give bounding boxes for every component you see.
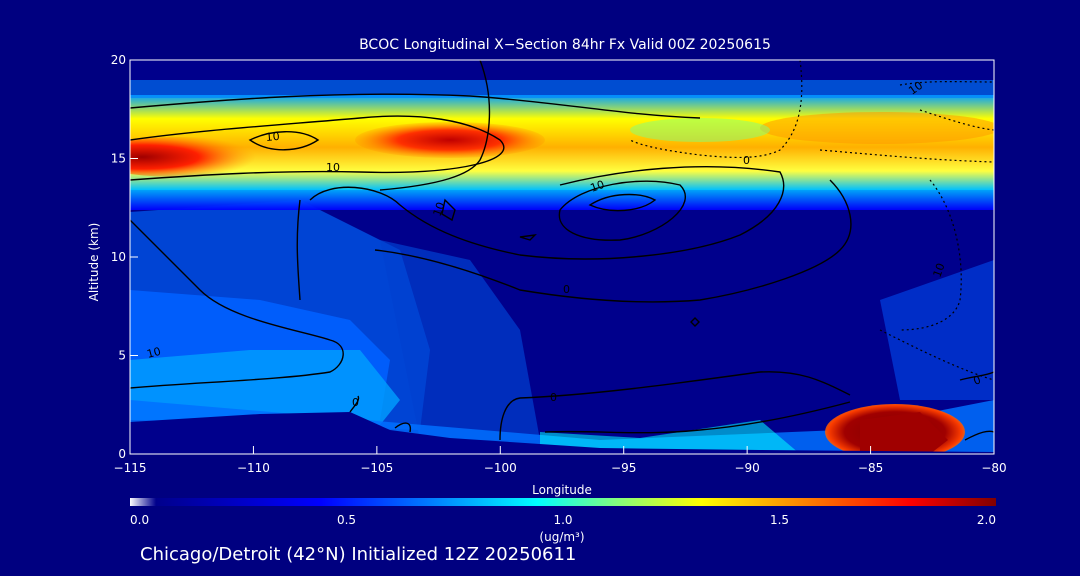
contour-label: 10 [326, 161, 340, 174]
contour-label: 10 [145, 345, 162, 361]
footer-caption: Chicago/Detroit (42°N) Initialized 12Z 2… [140, 544, 576, 565]
dotted-contours [629, 60, 994, 381]
contour-lines [130, 60, 994, 441]
contour-label: 0 [563, 283, 570, 296]
colorbar-tick-label: 0.5 [337, 513, 356, 527]
x-tick-label: −100 [484, 461, 517, 475]
contour-label: 10 [431, 200, 448, 218]
colorbar-label: (ug/m³) [539, 530, 584, 544]
y-tick-label: 15 [111, 152, 126, 166]
colorbar-tick-label: 2.0 [977, 513, 996, 527]
x-tick-label: −115 [114, 461, 147, 475]
contour-label: 0 [743, 154, 750, 167]
contour-label: 10 [931, 261, 948, 279]
contour-label-group: 10 10 10 10 0 0 0 0 10 10 10 0 [145, 79, 982, 409]
x-tick-label: −105 [360, 461, 393, 475]
colorbar-tick-label: 1.0 [553, 513, 572, 527]
colorbar [130, 498, 996, 506]
x-axis-label: Longitude [532, 483, 592, 497]
colorbar-tick-label: 1.5 [770, 513, 789, 527]
x-axis: −115 −110 −105 −100 −95 −90 −85 −80 [114, 446, 1007, 475]
y-tick-label: 0 [118, 447, 126, 461]
x-tick-label: −85 [858, 461, 883, 475]
contour-label: 10 [589, 178, 607, 195]
chart-title: BCOC Longitudinal X−Section 84hr Fx Vali… [359, 37, 771, 53]
y-axis: 0 5 10 15 20 [111, 53, 138, 461]
x-tick-label: −110 [237, 461, 270, 475]
contour-label: 0 [550, 391, 557, 404]
y-tick-label: 10 [111, 250, 126, 264]
heatmap-field [130, 60, 994, 454]
y-axis-label: Altitude (km) [87, 223, 101, 302]
contour-label: 0 [352, 396, 359, 409]
contour-label: 0 [972, 373, 983, 388]
y-tick-label: 20 [111, 53, 126, 67]
x-tick-label: −80 [981, 461, 1006, 475]
colorbar-tick-label: 0.0 [130, 513, 149, 527]
colorbar-ticks: 0.0 0.5 1.0 1.5 2.0 [130, 513, 996, 527]
y-tick-label: 5 [118, 349, 126, 363]
contour-label: 10 [265, 130, 280, 144]
x-tick-label: −90 [734, 461, 759, 475]
x-tick-label: −95 [611, 461, 636, 475]
